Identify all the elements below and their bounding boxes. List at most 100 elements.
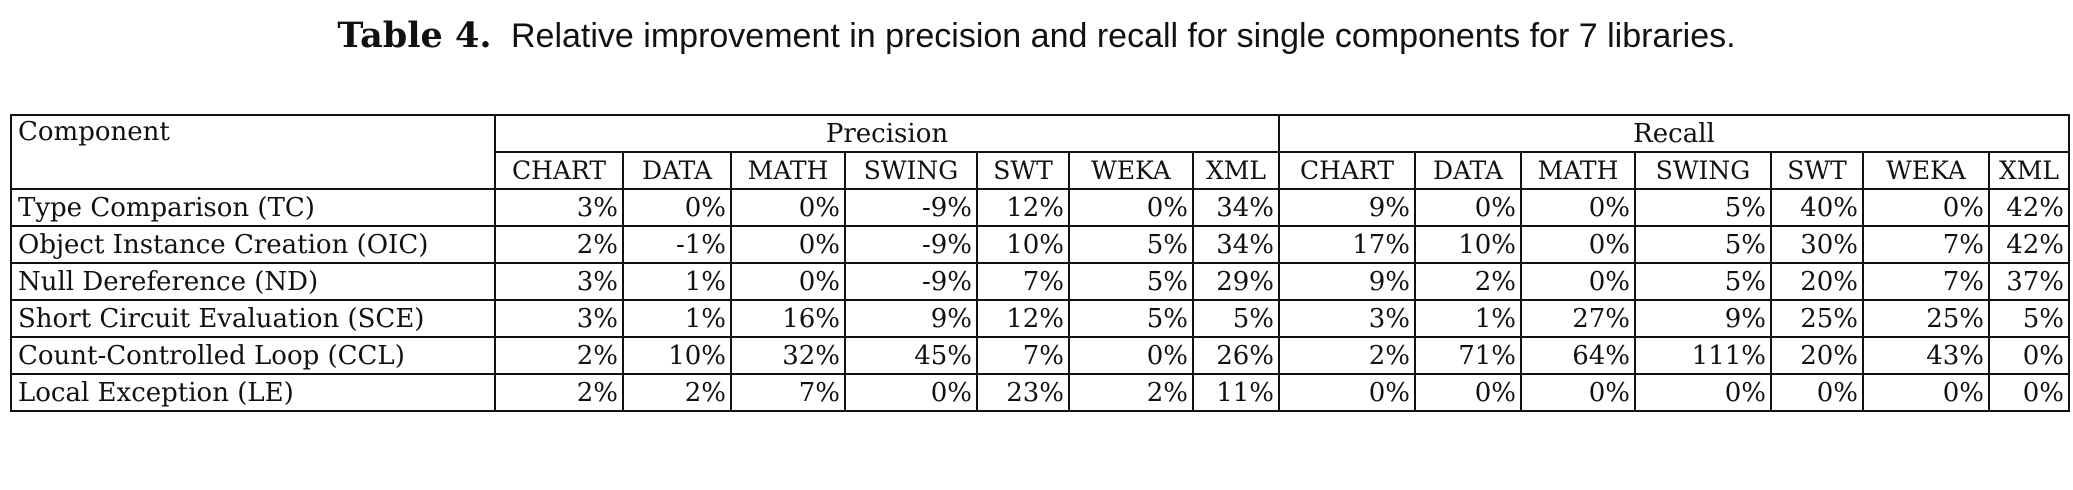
recall-value-math: 27% bbox=[1520, 299, 1636, 338]
recall-library-header-data: DATA bbox=[1414, 151, 1522, 190]
recall-value-swing: 5% bbox=[1634, 262, 1772, 301]
recall-library-header-xml: XML bbox=[1988, 151, 2070, 190]
precision-value-data: -1% bbox=[622, 225, 732, 264]
precision-value-swt: 23% bbox=[976, 373, 1070, 412]
recall-value-data: 0% bbox=[1414, 188, 1522, 227]
recall-library-header-chart: CHART bbox=[1278, 151, 1416, 190]
table-caption: Table 4. Relative improvement in precisi… bbox=[0, 14, 2073, 58]
recall-value-chart: 2% bbox=[1278, 336, 1416, 375]
library-header-row: CHART DATA MATH SWING SWT WEKA XML CHART DATA MAT… bbox=[11, 151, 2070, 190]
precision-value-weka: 5% bbox=[1068, 262, 1194, 301]
table-row: Count-Controlled Loop (CCL) 2% 10% 32% 45% 7%… bbox=[10, 336, 2070, 375]
recall-value-data: 2% bbox=[1414, 262, 1522, 301]
precision-value-swing: -9% bbox=[844, 225, 978, 264]
precision-value-data: 1% bbox=[622, 262, 732, 301]
recall-value-chart: 9% bbox=[1278, 188, 1416, 227]
precision-value-swt: 10% bbox=[976, 225, 1070, 264]
recall-value-weka: 7% bbox=[1862, 225, 1990, 264]
component-name: Count-Controlled Loop (CCL) bbox=[10, 336, 496, 375]
precision-value-weka: 5% bbox=[1068, 225, 1194, 264]
table-row: Type Comparison (TC) 3% 0% 0% -9% 12% 0% 34% 9% 0… bbox=[10, 188, 2070, 227]
recall-value-swt: 20% bbox=[1770, 262, 1864, 301]
recall-value-swing: 111% bbox=[1634, 336, 1772, 375]
recall-library-header-weka: WEKA bbox=[1862, 151, 1990, 190]
precision-library-header-weka: WEKA bbox=[1068, 151, 1194, 190]
recall-value-math: 0% bbox=[1520, 262, 1636, 301]
recall-value-swt: 30% bbox=[1770, 225, 1864, 264]
precision-value-swing: 9% bbox=[844, 299, 978, 338]
table-caption-text: Relative improvement in precision and re… bbox=[511, 17, 1736, 55]
recall-value-xml: 5% bbox=[1988, 299, 2070, 338]
precision-value-math: 0% bbox=[730, 188, 846, 227]
precision-value-weka: 0% bbox=[1068, 188, 1194, 227]
recall-value-swt: 25% bbox=[1770, 299, 1864, 338]
table-label: Table 4. bbox=[337, 15, 492, 56]
table-row: Short Circuit Evaluation (SCE) 3% 1% 16% 9% 1… bbox=[10, 299, 2070, 338]
recall-value-chart: 17% bbox=[1278, 225, 1416, 264]
recall-value-weka: 25% bbox=[1862, 299, 1990, 338]
component-name: Type Comparison (TC) bbox=[10, 188, 496, 227]
recall-value-swing: 5% bbox=[1634, 225, 1772, 264]
precision-library-header-xml: XML bbox=[1192, 151, 1280, 190]
group-header-row: Component Precision Recall bbox=[10, 114, 2070, 190]
precision-value-chart: 2% bbox=[494, 336, 624, 375]
recall-value-swing: 0% bbox=[1634, 373, 1772, 412]
precision-value-chart: 2% bbox=[494, 225, 624, 264]
precision-value-data: 1% bbox=[622, 299, 732, 338]
precision-value-weka: 5% bbox=[1068, 299, 1194, 338]
recall-library-header-math: MATH bbox=[1520, 151, 1636, 190]
precision-value-weka: 2% bbox=[1068, 373, 1194, 412]
recall-value-xml: 37% bbox=[1988, 262, 2070, 301]
precision-value-xml: 29% bbox=[1192, 262, 1280, 301]
precision-value-swt: 7% bbox=[976, 336, 1070, 375]
precision-library-header-chart: CHART bbox=[494, 151, 624, 190]
recall-value-xml: 42% bbox=[1988, 188, 2070, 227]
table-row: Local Exception (LE) 2% 2% 7% 0% 23% 2% 11% 0% 0%… bbox=[10, 373, 2070, 412]
precision-value-xml: 11% bbox=[1192, 373, 1280, 412]
recall-value-xml: 42% bbox=[1988, 225, 2070, 264]
recall-value-data: 10% bbox=[1414, 225, 1522, 264]
precision-value-xml: 34% bbox=[1192, 225, 1280, 264]
recall-value-chart: 3% bbox=[1278, 299, 1416, 338]
recall-group-header: Recall bbox=[1278, 114, 2070, 153]
precision-value-swt: 12% bbox=[976, 188, 1070, 227]
table-row: Null Dereference (ND) 3% 1% 0% -9% 7% 5% 29% 9% 2… bbox=[10, 262, 2070, 301]
precision-value-weka: 0% bbox=[1068, 336, 1194, 375]
results-table: Component Precision Recall CHART DATA MATH… bbox=[10, 114, 2070, 412]
precision-value-swt: 7% bbox=[976, 262, 1070, 301]
recall-value-chart: 9% bbox=[1278, 262, 1416, 301]
recall-value-chart: 0% bbox=[1278, 373, 1416, 412]
precision-value-chart: 2% bbox=[494, 373, 624, 412]
component-name: Null Dereference (ND) bbox=[10, 262, 496, 301]
precision-value-math: 0% bbox=[730, 262, 846, 301]
precision-value-data: 2% bbox=[622, 373, 732, 412]
recall-value-xml: 0% bbox=[1988, 373, 2070, 412]
precision-value-chart: 3% bbox=[494, 262, 624, 301]
recall-value-data: 1% bbox=[1414, 299, 1522, 338]
precision-value-xml: 5% bbox=[1192, 299, 1280, 338]
precision-value-swing: 45% bbox=[844, 336, 978, 375]
precision-value-swt: 12% bbox=[976, 299, 1070, 338]
precision-group-header: Precision bbox=[494, 114, 1280, 153]
component-name: Short Circuit Evaluation (SCE) bbox=[10, 299, 496, 338]
precision-library-header-swing: SWING bbox=[844, 151, 978, 190]
recall-value-xml: 0% bbox=[1988, 336, 2070, 375]
precision-library-header-data: DATA bbox=[622, 151, 732, 190]
precision-value-math: 16% bbox=[730, 299, 846, 338]
recall-value-weka: 0% bbox=[1862, 188, 1990, 227]
table-row: Object Instance Creation (OIC) 2% -1% 0% -9%… bbox=[10, 225, 2070, 264]
precision-value-data: 10% bbox=[622, 336, 732, 375]
recall-value-data: 71% bbox=[1414, 336, 1522, 375]
recall-library-header-swing: SWING bbox=[1634, 151, 1772, 190]
precision-value-chart: 3% bbox=[494, 188, 624, 227]
recall-value-weka: 7% bbox=[1862, 262, 1990, 301]
recall-library-header-swt: SWT bbox=[1770, 151, 1864, 190]
component-header: Component bbox=[10, 114, 496, 190]
recall-value-swt: 40% bbox=[1770, 188, 1864, 227]
precision-value-math: 7% bbox=[730, 373, 846, 412]
component-name: Object Instance Creation (OIC) bbox=[10, 225, 496, 264]
recall-value-data: 0% bbox=[1414, 373, 1522, 412]
recall-value-math: 0% bbox=[1520, 225, 1636, 264]
precision-value-swing: -9% bbox=[844, 188, 978, 227]
recall-value-math: 0% bbox=[1520, 188, 1636, 227]
